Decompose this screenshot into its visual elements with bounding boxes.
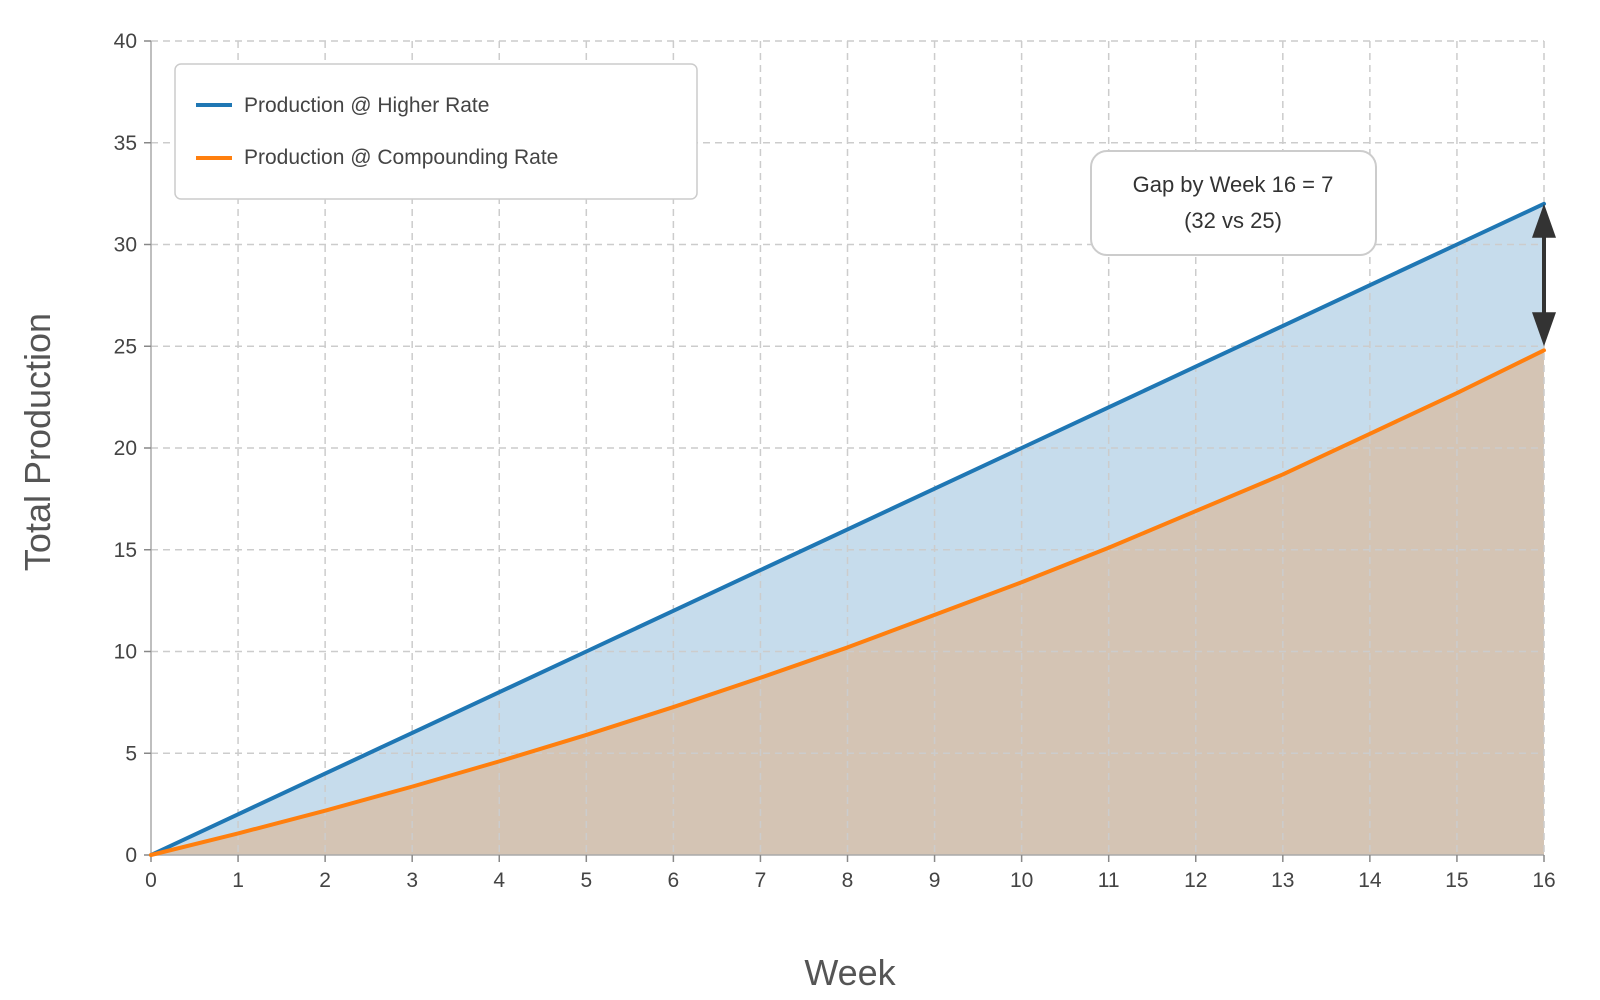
x-tick-label: 1 — [232, 869, 244, 892]
gap-annotation: Gap by Week 16 = 7 (32 vs 25) — [1090, 150, 1377, 256]
x-tick-label: 9 — [929, 869, 941, 892]
series-line-1 — [149, 348, 1546, 857]
gap-arrow — [1532, 203, 1556, 347]
x-tick-label: 15 — [1445, 869, 1468, 892]
annotation-line-2: (32 vs 25) — [1184, 208, 1282, 233]
gap-arrow-head-bottom — [1532, 312, 1556, 347]
y-tick-label: 35 — [114, 132, 137, 155]
legend: Production @ Higher Rate Production @ Co… — [174, 63, 698, 200]
series-line-0 — [149, 201, 1546, 857]
x-tick-label: 8 — [842, 869, 854, 892]
x-tick-label: 0 — [145, 869, 157, 892]
y-tick-label: 5 — [125, 742, 137, 765]
x-tick-label: 13 — [1271, 869, 1294, 892]
x-tick-label: 6 — [668, 869, 680, 892]
annotation-box — [1090, 150, 1377, 256]
x-tick-label: 10 — [1010, 869, 1033, 892]
y-tick-label: 15 — [114, 539, 137, 562]
y-tick-label: 40 — [114, 30, 137, 53]
x-tick-label: 5 — [580, 869, 592, 892]
x-tick-label: 14 — [1358, 869, 1382, 892]
x-tick-label: 11 — [1098, 869, 1120, 892]
y-tick-label: 0 — [125, 844, 137, 867]
x-tick-label: 7 — [755, 869, 767, 892]
legend-label-higher: Production @ Higher Rate — [244, 94, 489, 117]
y-tick-label: 10 — [114, 641, 137, 664]
y-tick-label: 25 — [114, 335, 137, 358]
legend-box — [174, 63, 698, 200]
x-axis-label: Week — [804, 952, 896, 993]
y-tick-label: 20 — [114, 437, 137, 460]
series-lines — [149, 201, 1546, 857]
annotation-line-1: Gap by Week 16 = 7 — [1133, 172, 1334, 197]
x-tick-label: 16 — [1532, 869, 1555, 892]
legend-label-compounding: Production @ Compounding Rate — [244, 146, 558, 169]
x-tick-label: 4 — [493, 869, 505, 892]
y-axis-label: Total Production — [17, 313, 58, 571]
x-tick-label: 2 — [319, 869, 331, 892]
x-tick-label: 3 — [406, 869, 418, 892]
gap-arrow-head-top — [1532, 203, 1556, 238]
y-tick-label: 30 — [114, 234, 137, 257]
x-tick-label: 12 — [1184, 869, 1207, 892]
